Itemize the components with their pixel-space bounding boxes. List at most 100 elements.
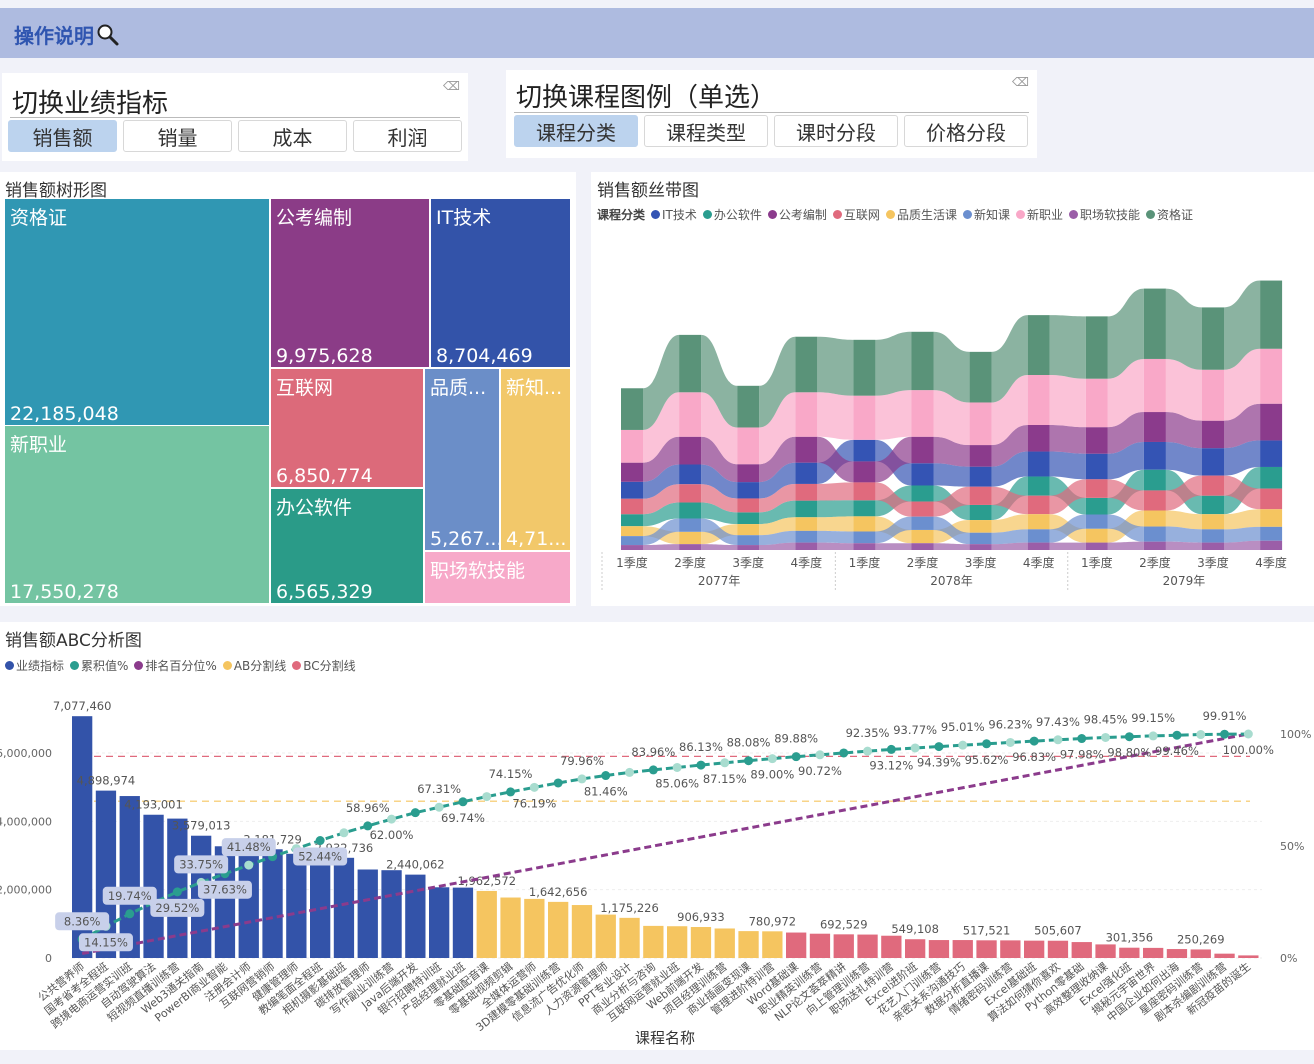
ribbon-band xyxy=(1049,451,1086,480)
ribbon-column-segment xyxy=(911,543,934,550)
tile-name: IT技术 xyxy=(436,207,492,229)
eraser-icon[interactable]: ⌫ xyxy=(443,79,460,93)
ribbon-band xyxy=(643,436,680,482)
eraser-icon[interactable]: ⌫ xyxy=(1012,75,1029,89)
ribbon-band xyxy=(1165,526,1202,543)
treemap-tile[interactable]: 资格证 22,185,048 xyxy=(5,199,269,425)
quarter-tick-label: 1季度 xyxy=(1081,555,1113,570)
cumulative-label: 100.00% xyxy=(1223,743,1274,757)
bar xyxy=(976,940,997,958)
legend-item[interactable]: 职场软技能 xyxy=(1068,206,1140,223)
treemap-tile[interactable]: 公考编制 9,975,628 xyxy=(271,199,429,367)
legend-option-type[interactable]: 课程类型 xyxy=(644,115,768,147)
legend-dot xyxy=(651,210,661,219)
ribbon-band xyxy=(1165,358,1202,421)
metric-option-cost[interactable]: 成本 xyxy=(238,120,347,152)
tile-value: 9,975,628 xyxy=(276,345,373,367)
ribbon-band xyxy=(1224,526,1261,543)
tile-value: 17,550,278 xyxy=(10,581,119,603)
treemap-tile[interactable]: 品质... 5,267... xyxy=(425,369,499,550)
ribbon-band xyxy=(817,436,854,483)
cumulative-label: 98.80% xyxy=(1107,746,1151,760)
legend-item[interactable]: 累积值% xyxy=(70,657,128,674)
tile-value: 8,704,469 xyxy=(436,345,533,367)
legend-item[interactable]: 办公软件 xyxy=(702,206,762,223)
ribbon-band xyxy=(701,502,738,525)
cumulative-label: 92.35% xyxy=(846,726,890,740)
treemap-tile[interactable]: 办公软件 6,565,329 xyxy=(271,489,423,603)
bar xyxy=(1024,940,1045,958)
legend-item[interactable]: IT技术 xyxy=(651,206,697,223)
legend-item[interactable]: 业绩指标 xyxy=(5,657,64,674)
ribbon-band xyxy=(643,464,680,499)
help-button[interactable]: 操作说明 xyxy=(14,20,120,49)
ribbon-column-segment xyxy=(969,504,992,521)
ribbon-band xyxy=(817,500,854,518)
ribbon-column-segment xyxy=(679,392,702,437)
ribbon-column-segment xyxy=(1260,488,1283,510)
bar xyxy=(524,898,545,958)
ribbon-column-segment xyxy=(911,331,934,391)
tile-name: 新职业 xyxy=(10,434,68,456)
cumulative-label: 98.45% xyxy=(1084,712,1128,726)
metric-option-quantity[interactable]: 销量 xyxy=(123,120,232,152)
bar-value-label: 301,356 xyxy=(1106,931,1154,945)
ribbon-column-segment xyxy=(1143,526,1166,542)
y-right-tick-label: 100% xyxy=(1280,728,1311,741)
cumulative-point xyxy=(1124,732,1134,742)
ribbon-column-segment xyxy=(737,535,760,546)
legend-item[interactable]: 新知课 xyxy=(962,206,1010,223)
cumulative-label: 89.88% xyxy=(774,732,818,746)
y-right-tick-label: 0% xyxy=(1280,952,1297,965)
legend-item[interactable]: 互联网 xyxy=(832,206,880,223)
legend-option-category[interactable]: 课程分类 xyxy=(514,115,638,147)
cumulative-label: 97.98% xyxy=(1060,748,1104,762)
ribbon-column-segment xyxy=(679,518,702,532)
treemap-title: 销售额树形图 xyxy=(5,181,107,201)
legend-dot xyxy=(962,210,972,219)
ribbon-column-segment xyxy=(1027,514,1050,530)
ribbon-column-segment xyxy=(1027,315,1050,375)
y-right-tick-label: 50% xyxy=(1280,840,1304,853)
legend-item[interactable]: 新职业 xyxy=(1015,206,1063,223)
ribbon-column-segment xyxy=(1085,528,1108,543)
cumulative-point xyxy=(886,744,896,754)
legend-item[interactable]: 排名百分位% xyxy=(134,657,217,674)
legend-option-price[interactable]: 价格分段 xyxy=(904,115,1028,147)
ribbon-column-segment xyxy=(969,351,992,403)
cumulative-point xyxy=(387,814,397,824)
bar-value-label: 906,933 xyxy=(677,910,725,924)
legend-item[interactable]: 公考编制 xyxy=(767,206,827,223)
ribbon-column-segment xyxy=(1143,469,1166,491)
ribbon-band xyxy=(1165,475,1202,511)
cumulative-point xyxy=(529,782,539,792)
ribbon-column-segment xyxy=(969,486,992,505)
ribbon-band xyxy=(1224,440,1261,476)
tile-name: 新知... xyxy=(506,377,563,399)
legend-item[interactable]: 资格证 xyxy=(1146,206,1193,223)
bar xyxy=(1095,944,1116,958)
ribbon-title: 销售额丝带图 xyxy=(597,181,699,201)
metric-option-profit[interactable]: 利润 xyxy=(353,120,462,152)
treemap-tile[interactable]: 新职业 17,550,278 xyxy=(5,426,269,603)
treemap-tile[interactable]: IT技术 8,704,469 xyxy=(431,199,570,367)
year-tick-label: 2078年 xyxy=(930,574,973,588)
legend-item[interactable]: AB分割线 xyxy=(222,657,286,674)
bar xyxy=(1214,953,1235,958)
legend-item[interactable]: 品质生活课 xyxy=(885,206,957,223)
quarter-tick-label: 4季度 xyxy=(1255,555,1287,570)
treemap-tile[interactable]: 新知... 4,71... xyxy=(501,369,570,550)
treemap-tile[interactable]: 互联网 6,850,774 xyxy=(271,369,423,487)
cumulative-label: 95.01% xyxy=(941,720,985,734)
metric-option-sales[interactable]: 销售额 xyxy=(8,120,117,152)
legend-label: 排名百分位% xyxy=(145,659,217,673)
legend-item[interactable]: BC分割线 xyxy=(292,657,356,674)
cumulative-point xyxy=(625,767,635,777)
cumulative-point xyxy=(125,909,135,919)
cumulative-point xyxy=(1029,736,1039,746)
cumulative-label: 88.08% xyxy=(727,736,771,750)
ribbon-band xyxy=(759,517,796,536)
legend-option-hours[interactable]: 课时分段 xyxy=(774,115,898,147)
treemap-tile[interactable]: 职场软技能 xyxy=(425,552,570,603)
ribbon-band xyxy=(1165,288,1202,370)
